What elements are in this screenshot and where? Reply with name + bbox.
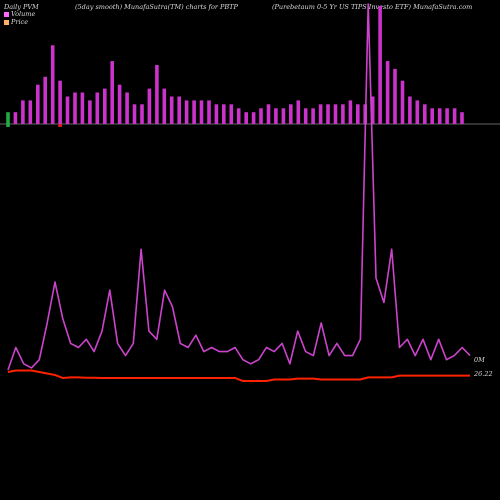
volume-bar xyxy=(6,112,10,124)
volume-bar xyxy=(341,104,345,124)
volume-bar-down xyxy=(6,124,10,127)
volume-bar xyxy=(214,104,219,124)
volume-bar xyxy=(58,80,62,124)
legend-volume-label: Volume xyxy=(11,10,36,18)
volume-bar xyxy=(155,65,159,124)
volume-bar xyxy=(393,68,397,124)
volume-bar xyxy=(229,104,234,124)
volume-bar xyxy=(88,100,92,124)
volume-bar xyxy=(274,108,278,124)
volume-bar xyxy=(140,104,144,124)
volume-bar xyxy=(259,108,263,124)
chart-header-left: Daily PVM xyxy=(4,3,39,11)
volume-bar xyxy=(147,88,152,124)
volume-bar xyxy=(251,112,256,124)
legend-price-label: Price xyxy=(11,18,29,26)
volume-bar xyxy=(378,6,382,124)
volume-bar xyxy=(199,100,204,124)
chart-header-title: (5day smooth) MunafaSutra(TM) charts for… xyxy=(75,3,238,11)
volume-bar xyxy=(452,108,457,124)
volume-bar xyxy=(162,88,167,124)
volume-bar xyxy=(222,104,226,124)
legend-price-swatch xyxy=(4,19,9,25)
volume-bar xyxy=(333,104,338,124)
volume-bar xyxy=(430,108,434,124)
volume-bar xyxy=(460,112,464,124)
volume-bar xyxy=(95,92,100,124)
volume-bar xyxy=(289,104,293,124)
volume-bar xyxy=(80,92,85,124)
volume-bar xyxy=(400,80,405,124)
volume-bar xyxy=(50,45,55,124)
volume-bar xyxy=(445,108,449,124)
volume-bar xyxy=(296,100,301,124)
volume-bar xyxy=(370,96,375,124)
legend-volume: Volume xyxy=(4,10,35,18)
price-series-line xyxy=(7,369,470,382)
volume-bar xyxy=(303,108,308,124)
volume-bar xyxy=(36,84,40,124)
volume-bar xyxy=(437,108,442,124)
volume-bar xyxy=(132,104,137,124)
volume-bar xyxy=(110,61,114,124)
volume-bar xyxy=(207,100,211,124)
price-axis-label: 26.22 xyxy=(474,370,493,378)
volume-bar xyxy=(125,92,129,124)
volume-bar xyxy=(184,100,189,124)
volume-bar xyxy=(236,108,241,124)
volume-bar xyxy=(318,104,323,124)
volume-bar xyxy=(177,96,181,124)
volume-bar xyxy=(311,108,315,124)
volume-bar xyxy=(415,100,420,124)
legend-volume-swatch xyxy=(4,11,9,17)
volume-bar xyxy=(169,96,174,124)
volume-bar-down xyxy=(58,124,62,127)
volume-series-line xyxy=(7,3,471,371)
volume-bar xyxy=(281,108,286,124)
volume-bar xyxy=(13,112,18,124)
legend-price: Price xyxy=(4,18,28,26)
volume-bar xyxy=(266,104,271,124)
volume-bar xyxy=(423,104,427,124)
chart-header-right: (Purebetaum 0-5 Yr US TIPS Investo ETF) … xyxy=(272,3,473,11)
volume-bar xyxy=(73,92,77,124)
volume-bar xyxy=(192,100,196,124)
volume-bar xyxy=(326,104,330,124)
volume-bar xyxy=(65,96,70,124)
volume-bar xyxy=(103,88,107,124)
volume-bar xyxy=(28,100,33,124)
volume-bar xyxy=(21,100,25,124)
volume-axis-label: 0M xyxy=(474,356,485,364)
volume-bar xyxy=(385,61,390,124)
volume-bar xyxy=(244,112,248,124)
volume-bar xyxy=(356,104,360,124)
volume-bar xyxy=(408,96,412,124)
volume-bar xyxy=(43,76,47,124)
volume-bar xyxy=(117,84,122,124)
volume-bar xyxy=(348,100,353,124)
